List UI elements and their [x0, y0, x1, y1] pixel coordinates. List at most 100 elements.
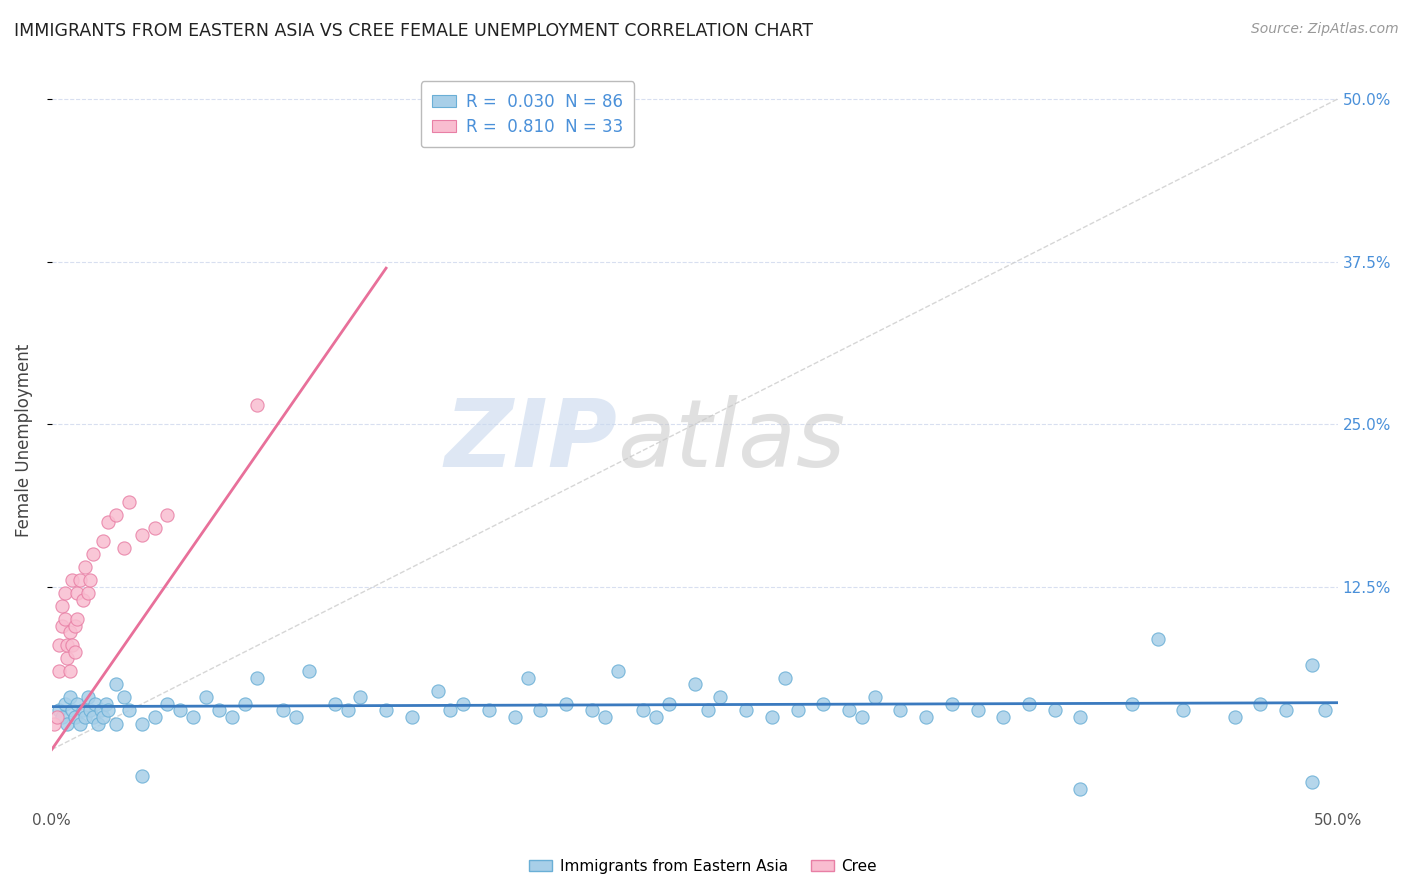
Point	[181, 710, 204, 724]
Point	[97, 704, 120, 718]
Point	[786, 704, 808, 718]
Point	[1043, 704, 1066, 718]
Point	[87, 716, 110, 731]
Point	[336, 704, 359, 718]
Point	[143, 521, 166, 535]
Point	[966, 704, 988, 718]
Point	[478, 704, 501, 718]
Point	[773, 671, 796, 685]
Point	[91, 534, 114, 549]
Legend: Immigrants from Eastern Asia, Cree: Immigrants from Eastern Asia, Cree	[523, 853, 883, 880]
Point	[51, 619, 73, 633]
Text: Source: ZipAtlas.com: Source: ZipAtlas.com	[1251, 22, 1399, 37]
Point	[48, 704, 70, 718]
Point	[53, 697, 76, 711]
Point	[60, 639, 83, 653]
Point	[941, 697, 963, 711]
Point	[94, 697, 117, 711]
Point	[658, 697, 681, 711]
Point	[516, 671, 538, 685]
Point	[82, 547, 104, 561]
Point	[581, 704, 603, 718]
Point	[90, 704, 112, 718]
Point	[298, 665, 321, 679]
Point	[1223, 710, 1246, 724]
Point	[53, 586, 76, 600]
Point	[426, 684, 449, 698]
Point	[529, 704, 551, 718]
Text: IMMIGRANTS FROM EASTERN ASIA VS CREE FEMALE UNEMPLOYMENT CORRELATION CHART: IMMIGRANTS FROM EASTERN ASIA VS CREE FEM…	[14, 22, 813, 40]
Point	[56, 716, 79, 731]
Point	[82, 710, 104, 724]
Point	[208, 704, 231, 718]
Point	[863, 690, 886, 705]
Point	[105, 716, 128, 731]
Point	[813, 697, 835, 711]
Point	[1018, 697, 1040, 711]
Point	[118, 704, 141, 718]
Point	[851, 710, 873, 724]
Point	[555, 697, 578, 711]
Point	[112, 690, 135, 705]
Point	[69, 574, 91, 588]
Point	[169, 704, 191, 718]
Point	[112, 541, 135, 555]
Point	[246, 398, 269, 412]
Point	[156, 697, 179, 711]
Point	[246, 671, 269, 685]
Point	[645, 710, 668, 724]
Point	[75, 560, 97, 574]
Point	[375, 704, 398, 718]
Point	[401, 710, 423, 724]
Point	[1069, 710, 1091, 724]
Point	[993, 710, 1015, 724]
Point	[60, 574, 83, 588]
Point	[1313, 704, 1336, 718]
Point	[1301, 657, 1323, 672]
Point	[76, 690, 98, 705]
Point	[915, 710, 938, 724]
Point	[131, 768, 153, 782]
Point	[63, 710, 86, 724]
Point	[53, 612, 76, 626]
Point	[633, 704, 655, 718]
Point	[75, 710, 97, 724]
Point	[69, 716, 91, 731]
Point	[889, 704, 911, 718]
Point	[59, 625, 82, 640]
Point	[51, 710, 73, 724]
Point	[451, 697, 474, 711]
Point	[838, 704, 860, 718]
Point	[1069, 781, 1091, 796]
Text: atlas: atlas	[617, 395, 846, 486]
Point	[439, 704, 461, 718]
Text: ZIP: ZIP	[444, 394, 617, 486]
Point	[56, 651, 79, 665]
Point	[48, 639, 70, 653]
Point	[1275, 704, 1298, 718]
Point	[606, 665, 628, 679]
Point	[221, 710, 243, 724]
Point	[76, 586, 98, 600]
Point	[72, 593, 94, 607]
Point	[79, 574, 101, 588]
Point	[271, 704, 294, 718]
Point	[84, 697, 107, 711]
Point	[44, 716, 66, 731]
Point	[735, 704, 758, 718]
Legend: R =  0.030  N = 86, R =  0.810  N = 33: R = 0.030 N = 86, R = 0.810 N = 33	[420, 81, 634, 147]
Point	[59, 665, 82, 679]
Point	[1301, 775, 1323, 789]
Point	[63, 645, 86, 659]
Point	[51, 599, 73, 614]
Point	[1250, 697, 1272, 711]
Point	[59, 690, 82, 705]
Y-axis label: Female Unemployment: Female Unemployment	[15, 344, 32, 537]
Point	[56, 639, 79, 653]
Point	[1121, 697, 1143, 711]
Point	[105, 508, 128, 523]
Point	[323, 697, 346, 711]
Point	[66, 612, 89, 626]
Point	[156, 508, 179, 523]
Point	[1173, 704, 1195, 718]
